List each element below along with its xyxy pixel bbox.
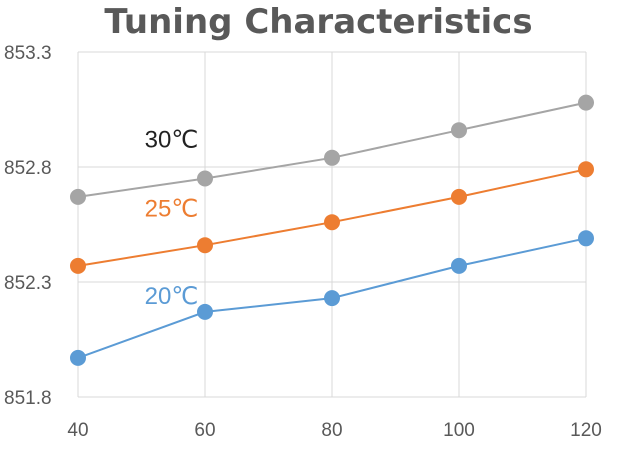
data-point <box>451 257 467 274</box>
data-point <box>197 170 213 187</box>
x-tick-label: 80 <box>321 420 342 441</box>
chart-title: Tuning Characteristics <box>104 2 533 42</box>
series-label: 20℃ <box>145 283 199 310</box>
data-point <box>324 149 340 166</box>
x-tick-label: 100 <box>443 420 475 441</box>
x-tick-label: 40 <box>67 420 88 441</box>
data-point <box>70 257 86 274</box>
y-tick-label: 852.8 <box>4 158 52 179</box>
y-tick-label: 852.3 <box>4 273 52 294</box>
data-point <box>197 237 213 254</box>
data-point <box>324 290 340 307</box>
data-point <box>451 122 467 139</box>
series-label: 30℃ <box>145 126 199 153</box>
data-point <box>70 188 86 205</box>
y-tick-label: 851.8 <box>4 388 52 409</box>
data-point <box>578 161 594 178</box>
data-point <box>70 349 86 366</box>
data-point <box>578 94 594 111</box>
series-label: 25℃ <box>145 195 199 222</box>
data-point <box>451 188 467 205</box>
data-point <box>197 303 213 320</box>
data-point <box>324 214 340 231</box>
y-tick-label: 853.3 <box>4 43 52 64</box>
x-tick-label: 60 <box>194 420 215 441</box>
x-tick-label: 120 <box>570 420 602 441</box>
data-point <box>578 230 594 247</box>
